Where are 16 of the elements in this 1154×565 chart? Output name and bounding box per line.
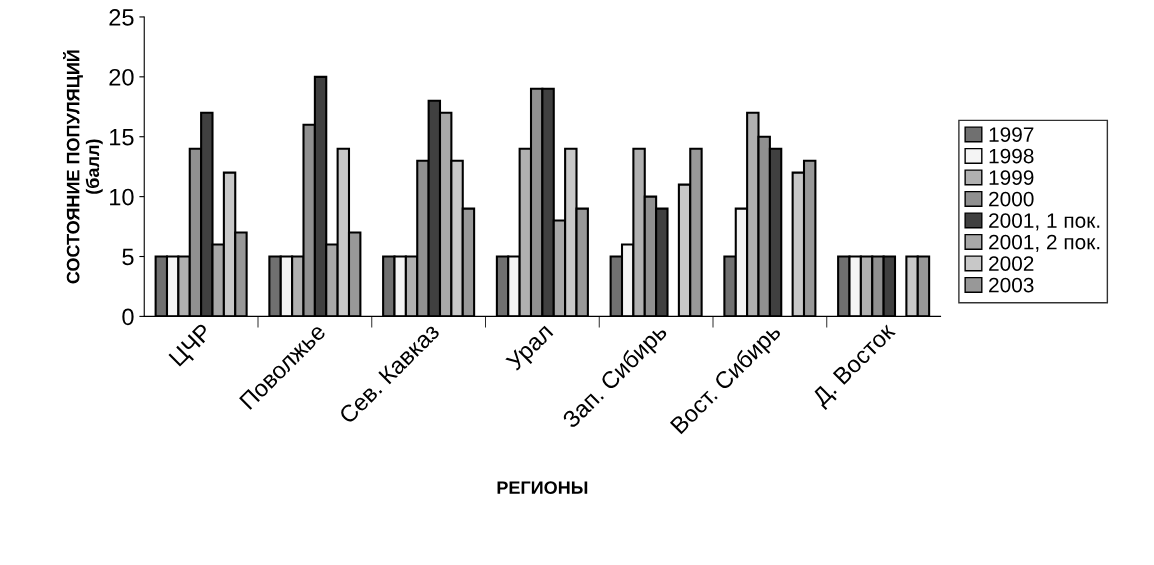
- y-axis-title: СОСТОЯНИЕ ПОПУЛЯЦИЙ (балл): [63, 50, 103, 284]
- legend-label: 2001, 2 пок.: [989, 234, 1100, 252]
- legend-label: 2002: [989, 256, 1034, 271]
- legend-label: 1999: [989, 170, 1034, 185]
- legend-label: 2003: [989, 277, 1034, 293]
- y-tick-label: 15: [110, 129, 134, 146]
- y-tick-label: 0: [122, 308, 134, 326]
- legend-label: 2000: [989, 191, 1034, 207]
- legend-label: 1998: [989, 148, 1034, 164]
- x-axis-title: РЕГИОНЫ: [497, 481, 588, 494]
- legend-label: 2001, 1 пок.: [989, 213, 1100, 231]
- legend-label: 1997: [989, 127, 1034, 142]
- y-tick-label: 25: [109, 9, 134, 26]
- y-tick-label: 10: [110, 188, 134, 206]
- y-tick-label: 20: [109, 68, 134, 86]
- y-tick-label: 5: [122, 248, 134, 266]
